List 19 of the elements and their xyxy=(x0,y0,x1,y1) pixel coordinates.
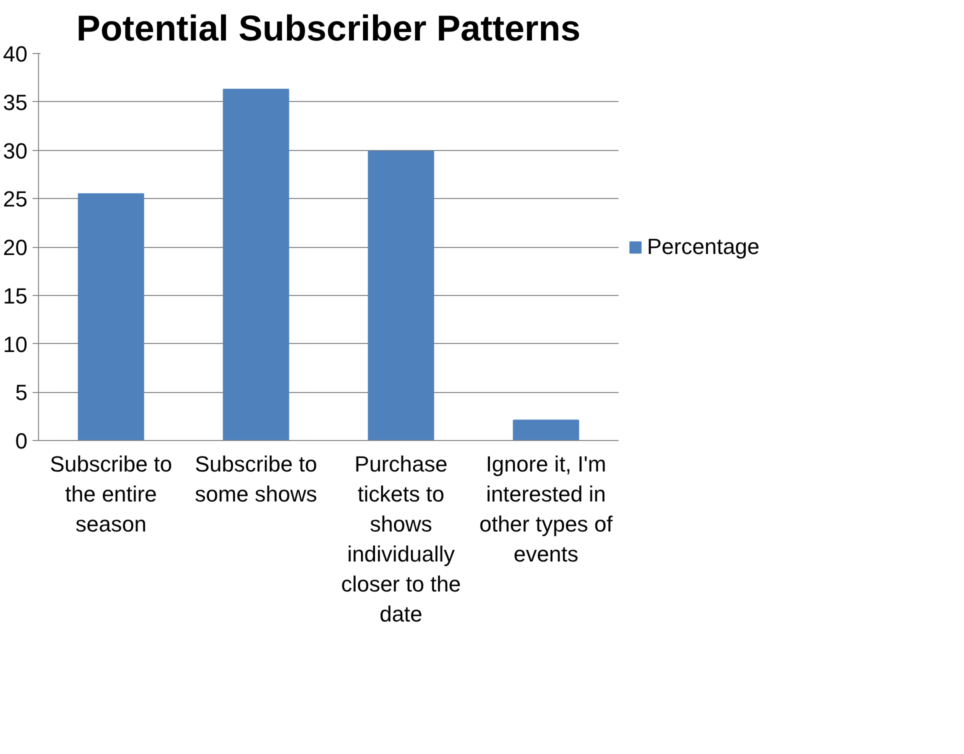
y-tick-label: 25 xyxy=(3,186,28,212)
legend-label: Percentage xyxy=(647,234,760,260)
y-tick-label: 35 xyxy=(3,90,28,115)
bar xyxy=(78,193,144,440)
x-tick-label: Subscribe to the entire season xyxy=(50,452,172,536)
y-tick-label: 20 xyxy=(3,235,28,260)
x-tick-label: Purchase tickets to shows individually closer to the date xyxy=(341,452,461,626)
y-tick-label: 10 xyxy=(3,332,28,357)
y-tick-label: 15 xyxy=(3,283,28,308)
y-tick-label: 5 xyxy=(15,380,28,406)
bar xyxy=(512,420,580,440)
chart-title: Potential Subscriber Patterns xyxy=(76,8,581,48)
x-tick-label: Ignore it, I'm interested in other types of events xyxy=(479,452,614,566)
x-tick-label: Subscribe to some shows xyxy=(194,452,318,506)
bar xyxy=(368,150,434,440)
y-tick-label: 40 xyxy=(3,42,28,66)
y-tick-label: 30 xyxy=(3,138,28,164)
bar xyxy=(222,88,290,440)
y-tick-label: 0 xyxy=(15,428,28,454)
